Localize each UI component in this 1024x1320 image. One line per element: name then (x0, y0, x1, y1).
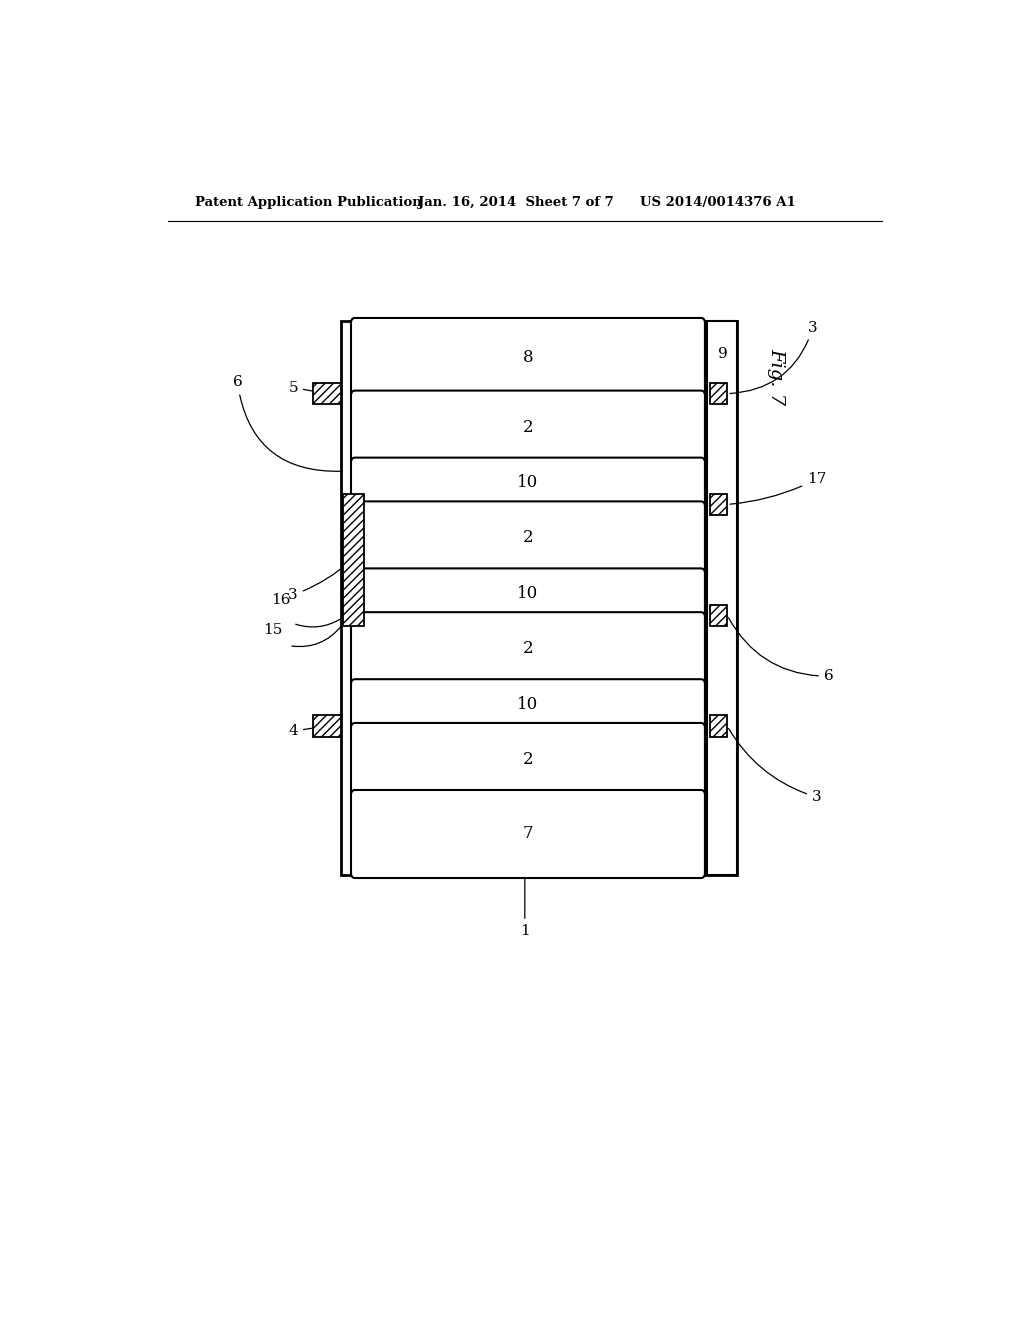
Text: 3: 3 (728, 729, 821, 804)
FancyBboxPatch shape (351, 569, 705, 618)
Bar (313, 715, 341, 737)
Text: US 2014/0014376 A1: US 2014/0014376 A1 (640, 195, 796, 209)
FancyBboxPatch shape (351, 723, 705, 796)
FancyBboxPatch shape (351, 680, 705, 729)
Bar (313, 383, 341, 404)
Bar (710, 383, 727, 404)
Text: 2: 2 (522, 529, 534, 546)
Text: Fig. 7: Fig. 7 (767, 348, 785, 405)
Bar (708, 321, 737, 875)
FancyBboxPatch shape (351, 318, 705, 397)
Text: 3: 3 (730, 321, 818, 393)
Text: 1: 1 (520, 878, 529, 939)
Bar (710, 715, 727, 737)
Text: 10: 10 (517, 696, 539, 713)
Text: 2: 2 (522, 640, 534, 657)
Text: 6: 6 (232, 375, 340, 471)
Bar (343, 494, 364, 626)
FancyBboxPatch shape (351, 502, 705, 574)
Text: 2: 2 (522, 751, 534, 768)
Bar (710, 494, 727, 515)
Bar (710, 605, 727, 626)
Text: 2: 2 (522, 418, 534, 436)
FancyBboxPatch shape (351, 391, 705, 463)
FancyBboxPatch shape (351, 789, 705, 878)
Text: 17: 17 (730, 473, 826, 504)
Text: 10: 10 (517, 585, 539, 602)
Text: Patent Application Publication: Patent Application Publication (196, 195, 422, 209)
FancyBboxPatch shape (351, 612, 705, 685)
Text: 4: 4 (288, 725, 324, 738)
Text: 10: 10 (517, 474, 539, 491)
Text: Jan. 16, 2014  Sheet 7 of 7: Jan. 16, 2014 Sheet 7 of 7 (418, 195, 613, 209)
Text: 8: 8 (522, 348, 534, 366)
Text: 15: 15 (263, 623, 283, 638)
Text: 3: 3 (289, 562, 350, 602)
Text: 16: 16 (271, 593, 291, 607)
Text: 7: 7 (522, 825, 534, 842)
FancyBboxPatch shape (351, 458, 705, 507)
Text: 9: 9 (718, 347, 727, 360)
Text: 5: 5 (289, 380, 324, 395)
Bar (341, 321, 737, 875)
Text: 6: 6 (728, 618, 834, 684)
